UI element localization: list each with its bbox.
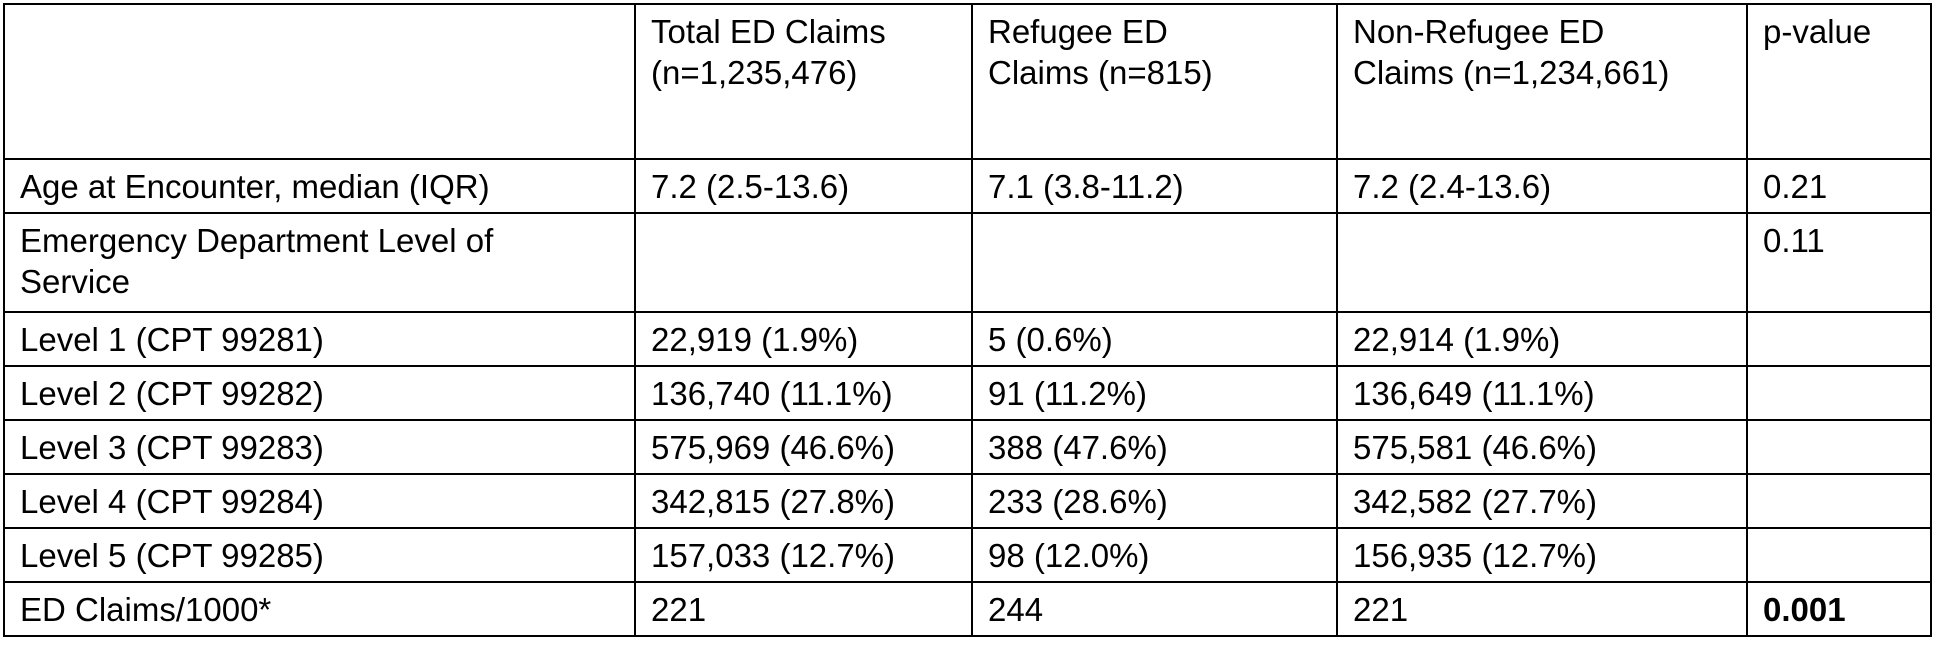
row-label: Level 4 (CPT 99284) xyxy=(3,473,636,529)
cell-non-refugee: 156,935 (12.7%) xyxy=(1336,527,1748,583)
row-label: Level 1 (CPT 99281) xyxy=(3,311,636,367)
cell-refugee: 98 (12.0%) xyxy=(971,527,1338,583)
table-row: ED Claims/1000* 221 244 221 0.001 xyxy=(3,581,1932,637)
cell-p-value: 0.11 xyxy=(1746,212,1932,313)
table-row: Level 5 (CPT 99285) 157,033 (12.7%) 98 (… xyxy=(3,527,1932,583)
cell-total xyxy=(634,212,973,313)
cell-non-refugee: 575,581 (46.6%) xyxy=(1336,419,1748,475)
cell-non-refugee: 7.2 (2.4-13.6) xyxy=(1336,158,1748,214)
row-label: Level 5 (CPT 99285) xyxy=(3,527,636,583)
table-row: Level 4 (CPT 99284) 342,815 (27.8%) 233 … xyxy=(3,473,1932,529)
cell-refugee: 7.1 (3.8-11.2) xyxy=(971,158,1338,214)
table-row: Age at Encounter, median (IQR) 7.2 (2.5-… xyxy=(3,158,1932,214)
cell-total: 157,033 (12.7%) xyxy=(634,527,973,583)
header-p-value: p-value xyxy=(1746,3,1932,160)
cell-total: 342,815 (27.8%) xyxy=(634,473,973,529)
table-row: Level 3 (CPT 99283) 575,969 (46.6%) 388 … xyxy=(3,419,1932,475)
cell-non-refugee: 22,914 (1.9%) xyxy=(1336,311,1748,367)
row-label: Emergency Department Level of Service xyxy=(3,212,636,313)
cell-p-value xyxy=(1746,365,1932,421)
cell-total: 575,969 (46.6%) xyxy=(634,419,973,475)
cell-non-refugee: 221 xyxy=(1336,581,1748,637)
cell-refugee: 91 (11.2%) xyxy=(971,365,1338,421)
row-label: ED Claims/1000* xyxy=(3,581,636,637)
cell-non-refugee: 136,649 (11.1%) xyxy=(1336,365,1748,421)
cell-refugee: 388 (47.6%) xyxy=(971,419,1338,475)
cell-refugee: 5 (0.6%) xyxy=(971,311,1338,367)
header-refugee-ed-claims: Refugee ED Claims (n=815) xyxy=(971,3,1338,160)
cell-refugee: 244 xyxy=(971,581,1338,637)
cell-total: 136,740 (11.1%) xyxy=(634,365,973,421)
cell-non-refugee xyxy=(1336,212,1748,313)
table-row: Emergency Department Level of Service 0.… xyxy=(3,212,1932,313)
table-row: Level 2 (CPT 99282) 136,740 (11.1%) 91 (… xyxy=(3,365,1932,421)
cell-total: 221 xyxy=(634,581,973,637)
row-label: Age at Encounter, median (IQR) xyxy=(3,158,636,214)
cell-p-value xyxy=(1746,473,1932,529)
row-label: Level 2 (CPT 99282) xyxy=(3,365,636,421)
row-label: Level 3 (CPT 99283) xyxy=(3,419,636,475)
cell-p-value: 0.001 xyxy=(1746,581,1932,637)
cell-total: 7.2 (2.5-13.6) xyxy=(634,158,973,214)
header-non-refugee-ed-claims: Non-Refugee ED Claims (n=1,234,661) xyxy=(1336,3,1748,160)
header-cell-empty xyxy=(3,3,636,160)
claims-table: Total ED Claims (n=1,235,476) Refugee ED… xyxy=(3,3,1932,637)
cell-total: 22,919 (1.9%) xyxy=(634,311,973,367)
cell-p-value: 0.21 xyxy=(1746,158,1932,214)
cell-p-value xyxy=(1746,419,1932,475)
table-row: Level 1 (CPT 99281) 22,919 (1.9%) 5 (0.6… xyxy=(3,311,1932,367)
cell-non-refugee: 342,582 (27.7%) xyxy=(1336,473,1748,529)
header-row: Total ED Claims (n=1,235,476) Refugee ED… xyxy=(3,3,1932,160)
header-total-ed-claims: Total ED Claims (n=1,235,476) xyxy=(634,3,973,160)
cell-p-value xyxy=(1746,527,1932,583)
cell-p-value xyxy=(1746,311,1932,367)
cell-refugee: 233 (28.6%) xyxy=(971,473,1338,529)
cell-refugee xyxy=(971,212,1338,313)
